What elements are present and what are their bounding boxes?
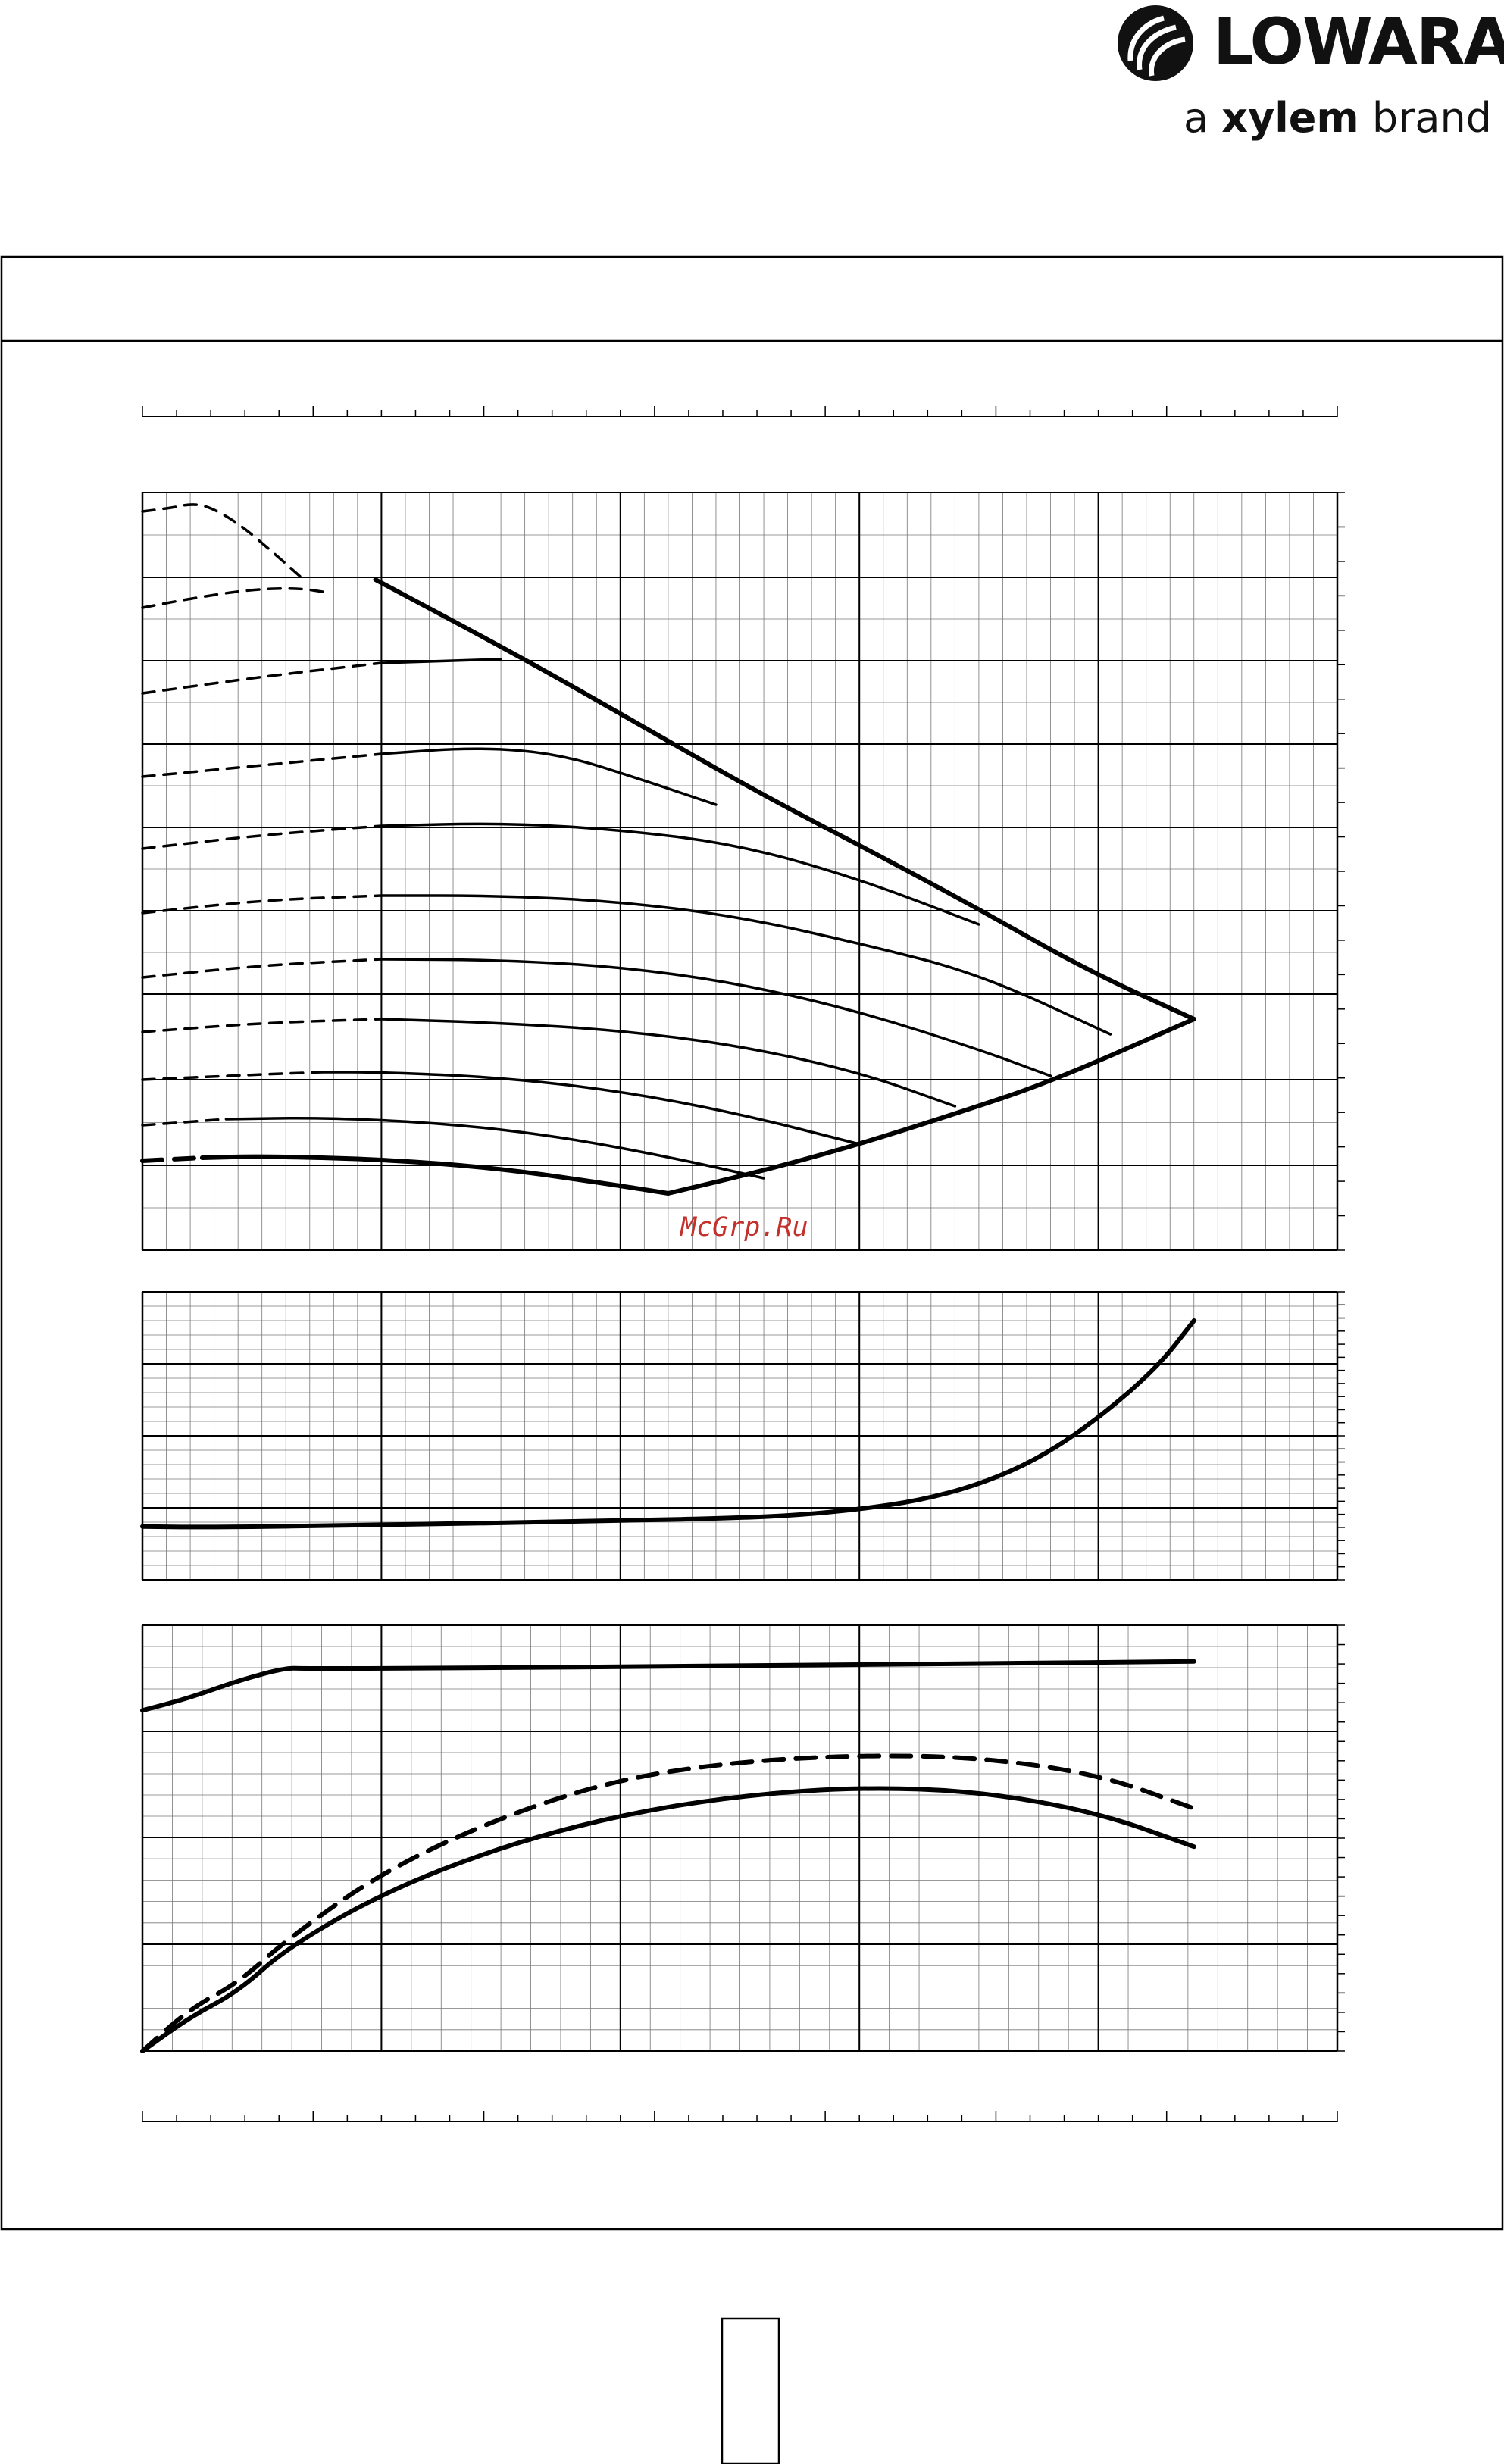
npsh-curve-panel	[140, 1291, 1345, 1581]
curve-series-9	[380, 894, 1112, 1036]
power-efficiency-panel	[140, 1624, 1345, 2053]
brand-logo: LOWARA a xylem brand	[1114, 0, 1504, 159]
curve-series-15	[320, 1071, 861, 1146]
bottom-flow-scale	[142, 2111, 1338, 2122]
tagline-bold: xylem	[1221, 94, 1359, 142]
curve-series-16	[141, 1118, 228, 1127]
head-curve-panel	[140, 492, 1345, 1251]
top-flow-scale	[142, 406, 1338, 417]
curve-series-7	[380, 822, 980, 926]
curve-series-5	[380, 747, 718, 806]
curve-series-1	[141, 587, 330, 609]
curve-series-11	[380, 958, 1052, 1077]
curve-series-14	[141, 1071, 324, 1081]
curve-series-0	[140, 1659, 1196, 1713]
curve-series-0	[141, 503, 305, 581]
curve-series-10	[141, 958, 383, 979]
curve-series-6	[141, 824, 383, 850]
curve-series-0	[140, 1318, 1196, 1530]
lowara-swirl-icon	[1118, 5, 1193, 81]
page-number-box	[721, 2317, 780, 2464]
curve-series-12	[141, 1018, 383, 1033]
curve-series-4	[141, 752, 383, 778]
curve-series-13	[380, 1018, 957, 1108]
curve-series-19	[199, 1154, 671, 1196]
tagline-prefix: a	[1184, 94, 1209, 142]
curve-series-21	[665, 1017, 1196, 1196]
curve-series-20	[373, 577, 1196, 1021]
curve-series-2	[140, 1786, 1196, 2053]
watermark: McGrp.Ru	[680, 1212, 808, 1243]
chart-frame	[0, 255, 1504, 2231]
brand-name: LOWARA	[1213, 5, 1504, 79]
curve-series-1	[140, 1753, 1196, 2053]
curve-series-2	[141, 661, 383, 695]
curve-series-8	[141, 894, 383, 915]
curve-series-3	[380, 658, 502, 664]
tagline-suffix: brand	[1371, 94, 1492, 142]
curve-series-17	[224, 1117, 765, 1180]
brand-tagline: a xylem brand	[1184, 94, 1492, 142]
curve-series-18	[140, 1155, 205, 1163]
